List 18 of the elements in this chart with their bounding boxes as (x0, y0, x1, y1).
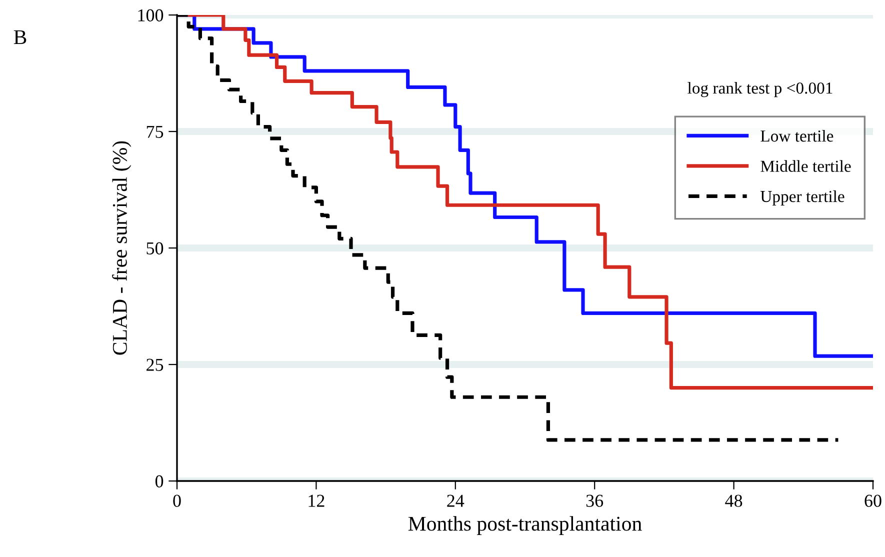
y-axis-title: CLAD - free survival (%) (112, 141, 132, 355)
x-tick-label: 12 (308, 494, 324, 507)
x-axis-title: Months post-transplantation (408, 516, 642, 536)
y-tick-label: 75 (146, 126, 164, 138)
x-tick-label: 60 (864, 494, 882, 507)
y-tick-label: 0 (155, 475, 164, 488)
legend-label: Middle tertile (760, 160, 851, 172)
x-tick-label: 36 (586, 494, 604, 507)
x-tick-label: 0 (173, 494, 181, 507)
x-tick-label: 48 (725, 494, 742, 507)
annotation: log rank test p <0.001 (688, 82, 832, 98)
y-tick-label: 50 (146, 242, 164, 254)
legend-label: Low tertile (760, 130, 834, 142)
x-tick-label: 24 (447, 494, 464, 507)
y-tick-label: 100 (138, 9, 164, 22)
legend-label: Upper tertile (760, 190, 844, 206)
y-tick-label: 25 (146, 358, 164, 371)
text: B (14, 30, 26, 44)
